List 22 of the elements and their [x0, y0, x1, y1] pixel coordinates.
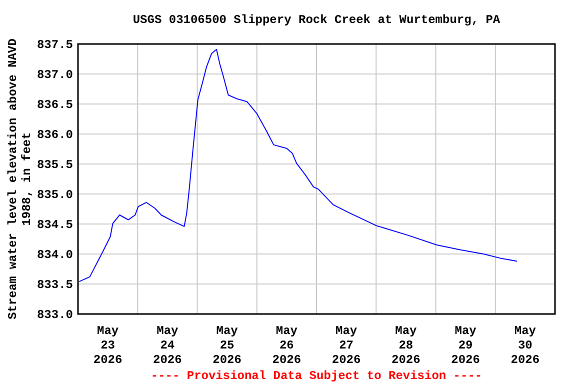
x-tick-label: May 23 2026 — [93, 324, 122, 367]
y-tick-label: 835.5 — [36, 158, 73, 172]
y-tick-label: 833.5 — [36, 278, 73, 292]
line-series — [78, 48, 518, 282]
x-tick-label: May 26 2026 — [272, 324, 302, 367]
y-tick-label: 834.0 — [36, 248, 73, 262]
y-tick-label: 836.0 — [36, 128, 73, 142]
y-tick-label: 833.0 — [36, 308, 73, 322]
y-tick-label: 837.5 — [36, 38, 73, 52]
y-tick-label: 835.0 — [36, 188, 73, 202]
y-tick-label: 836.5 — [36, 98, 73, 112]
y-tick-label: 837.0 — [36, 68, 73, 82]
x-tick-label: May 28 2026 — [392, 324, 420, 367]
chart-title: USGS 03106500 Slippery Rock Creek at Wurtemburg, PA — [132, 13, 501, 27]
y-axis-title: Stream water level elevation above NAVD 1988, in feet — [6, 38, 34, 320]
x-tick-label: May 27 2026 — [332, 324, 361, 367]
x-tick-label: May 24 2026 — [153, 324, 182, 367]
y-tick-label: 834.5 — [36, 218, 73, 232]
x-tick-label: May 25 2026 — [212, 324, 242, 367]
text: ---- Provisional Data Subject to Revision ---- — [150, 369, 482, 383]
x-tick-label: May 29 2026 — [451, 324, 480, 367]
x-tick-label: May 30 2026 — [510, 324, 540, 367]
